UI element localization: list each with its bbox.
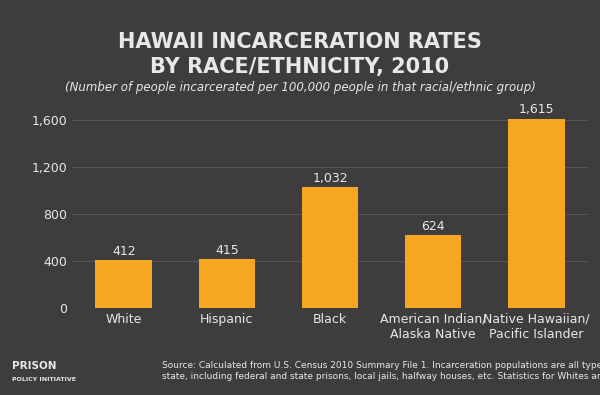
Bar xyxy=(95,260,152,308)
Bar xyxy=(508,118,565,308)
Bar xyxy=(199,260,255,308)
Text: Source: Calculated from U.S. Census 2010 Summary File 1. Incarceration populatio: Source: Calculated from U.S. Census 2010… xyxy=(162,361,600,381)
Text: 415: 415 xyxy=(215,244,239,257)
Text: 624: 624 xyxy=(421,220,445,233)
Text: (Number of people incarcerated per 100,000 people in that racial/ethnic group): (Number of people incarcerated per 100,0… xyxy=(65,81,535,94)
Text: 1,032: 1,032 xyxy=(312,172,348,185)
Bar xyxy=(302,187,358,308)
Text: POLICY INITIATIVE: POLICY INITIATIVE xyxy=(12,377,76,382)
Text: 1,615: 1,615 xyxy=(518,103,554,117)
Text: PRISON: PRISON xyxy=(12,361,56,371)
Text: 412: 412 xyxy=(112,245,136,258)
Text: HAWAII INCARCERATION RATES: HAWAII INCARCERATION RATES xyxy=(118,32,482,52)
Text: BY RACE/ETHNICITY, 2010: BY RACE/ETHNICITY, 2010 xyxy=(151,57,449,77)
Bar xyxy=(405,235,461,308)
